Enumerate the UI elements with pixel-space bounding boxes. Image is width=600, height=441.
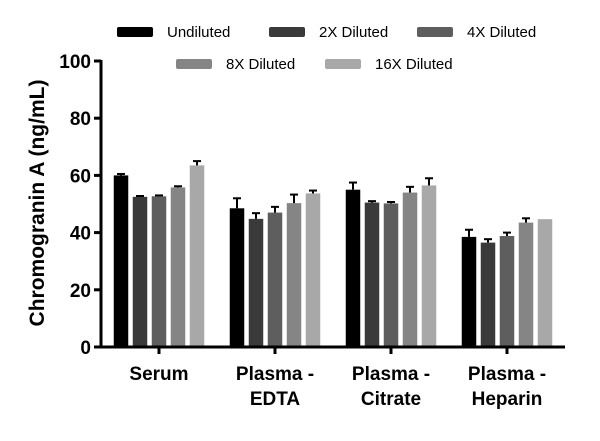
legend-label: Undiluted bbox=[167, 24, 230, 41]
y-tick-label: 40 bbox=[70, 224, 91, 245]
bar bbox=[383, 203, 399, 347]
bar bbox=[402, 192, 418, 347]
legend-label: 4X Diluted bbox=[467, 24, 536, 41]
bar bbox=[499, 236, 515, 347]
axes: 0 20 40 60 80 100 Serum Plasma - EDTA Plasma - Cit… bbox=[59, 52, 565, 410]
bar bbox=[537, 219, 553, 347]
bar bbox=[170, 187, 186, 347]
y-tick-label: 20 bbox=[70, 281, 91, 302]
bar bbox=[113, 175, 129, 347]
x-category-label: Plasma - Citrate bbox=[352, 364, 430, 410]
bar bbox=[286, 203, 302, 347]
y-tick-label: 60 bbox=[70, 166, 91, 187]
legend-swatch bbox=[325, 59, 361, 69]
y-axis-title: Chromogranin A (ng/mL) bbox=[26, 80, 49, 327]
x-category-label-line: Plasma - bbox=[236, 364, 314, 385]
legend-swatch bbox=[417, 27, 453, 37]
bar bbox=[248, 218, 264, 347]
legend-swatch bbox=[117, 27, 153, 37]
plot-area bbox=[113, 160, 553, 347]
x-category-label-line: Citrate bbox=[361, 389, 421, 410]
x-category-label: Plasma - Heparin bbox=[468, 364, 546, 410]
x-category-label-line: Heparin bbox=[472, 389, 543, 410]
bar bbox=[151, 196, 167, 347]
legend-label: 2X Diluted bbox=[319, 24, 388, 41]
y-tick-label: 0 bbox=[80, 338, 91, 359]
bar bbox=[305, 193, 321, 347]
x-category-label-line: EDTA bbox=[250, 389, 301, 410]
x-category-label-line: Plasma - bbox=[468, 364, 546, 385]
bar bbox=[132, 196, 148, 347]
bar bbox=[480, 242, 496, 347]
bar bbox=[461, 236, 477, 347]
legend-swatch bbox=[269, 27, 305, 37]
legend-swatch bbox=[176, 59, 212, 69]
x-category-label-line: Serum bbox=[129, 364, 188, 385]
y-tick-label: 80 bbox=[70, 109, 91, 130]
bar bbox=[364, 202, 380, 347]
bar bbox=[345, 189, 361, 347]
legend: Undiluted 2X Diluted 4X Diluted 8X Diluted 1… bbox=[117, 24, 536, 73]
bar bbox=[421, 185, 437, 347]
x-category-label: Serum bbox=[129, 364, 188, 385]
bar bbox=[189, 165, 205, 347]
legend-label: 16X Diluted bbox=[375, 56, 453, 73]
legend-label: 8X Diluted bbox=[226, 56, 295, 73]
bar bbox=[229, 208, 245, 347]
bar bbox=[267, 212, 283, 347]
x-category-label: Plasma - EDTA bbox=[236, 364, 314, 410]
x-category-label-line: Plasma - bbox=[352, 364, 430, 385]
bar bbox=[518, 222, 534, 347]
y-tick-label: 100 bbox=[59, 52, 91, 73]
